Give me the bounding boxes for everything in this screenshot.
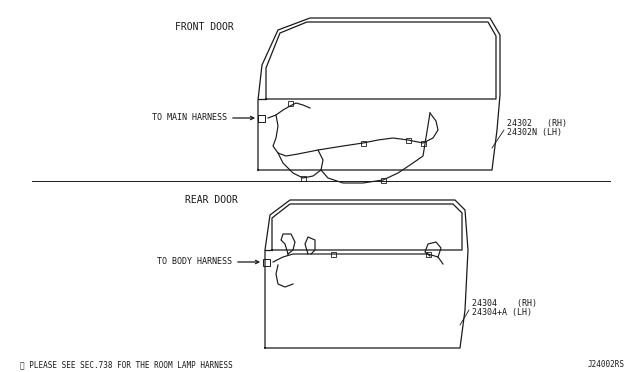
Text: 24302N (LH): 24302N (LH) <box>507 128 562 137</box>
Text: 24302   (RH): 24302 (RH) <box>507 119 567 128</box>
Text: TO MAIN HARNESS: TO MAIN HARNESS <box>152 113 227 122</box>
Text: TO BODY HARNESS: TO BODY HARNESS <box>157 257 232 266</box>
Bar <box>420 141 426 145</box>
Text: J24002RS: J24002RS <box>588 360 625 369</box>
Bar <box>406 138 410 142</box>
Bar <box>287 100 292 106</box>
Bar <box>301 176 305 180</box>
Bar <box>381 177 385 183</box>
Text: 24304    (RH): 24304 (RH) <box>472 299 537 308</box>
Bar <box>258 115 265 122</box>
Text: ※ PLEASE SEE SEC.738 FOR THE ROOM LAMP HARNESS: ※ PLEASE SEE SEC.738 FOR THE ROOM LAMP H… <box>20 360 233 369</box>
Text: FRONT DOOR: FRONT DOOR <box>175 22 234 32</box>
Bar <box>360 141 365 145</box>
Bar <box>330 251 335 257</box>
Bar <box>426 251 431 257</box>
Bar <box>263 259 270 266</box>
Text: REAR DOOR: REAR DOOR <box>185 195 238 205</box>
Text: 24304+A (LH): 24304+A (LH) <box>472 308 532 317</box>
